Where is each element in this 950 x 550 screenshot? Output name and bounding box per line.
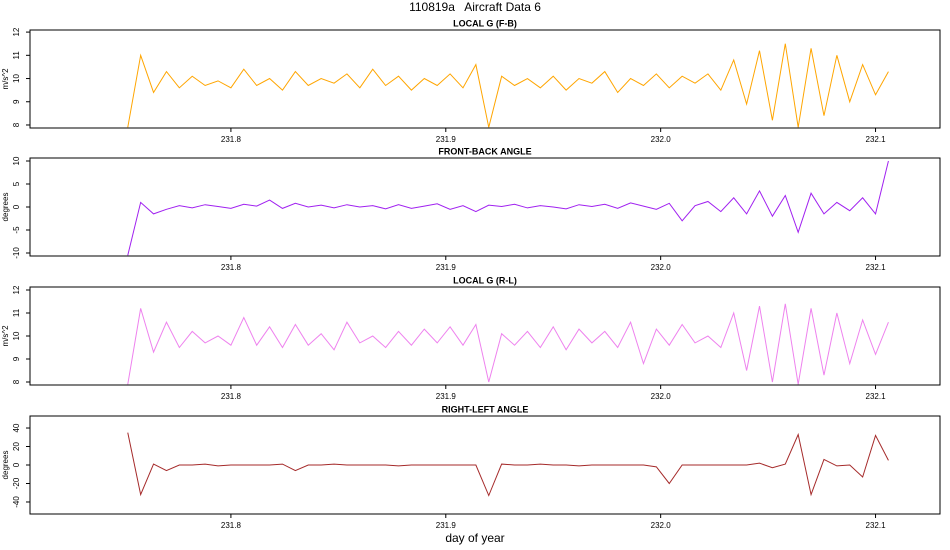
- x-tick-label: 231.8: [221, 392, 242, 401]
- x-tick-label: 231.9: [436, 135, 457, 144]
- data-line: [127, 432, 889, 497]
- y-tick-label: 8: [12, 122, 21, 127]
- x-tick-label: 232.1: [866, 392, 887, 401]
- plot-frame: [29, 157, 941, 257]
- x-tick-label: 232.0: [651, 263, 672, 272]
- y-axis-label: m/s^2: [1, 325, 10, 347]
- x-tick-label: 232.0: [651, 392, 672, 401]
- y-tick-label: 40: [12, 423, 21, 432]
- x-tick-label: 231.9: [436, 392, 457, 401]
- panel-title: FRONT-BACK ANGLE: [438, 146, 531, 156]
- x-tick-label: 232.1: [866, 521, 887, 530]
- y-tick-label: 12: [12, 27, 21, 36]
- y-tick-label: 9: [12, 356, 21, 361]
- x-tick-label: 231.9: [436, 263, 457, 272]
- panel-title: LOCAL G (R-L): [453, 275, 517, 285]
- y-axis-label: degrees: [1, 451, 10, 480]
- panel-title: RIGHT-LEFT ANGLE: [442, 404, 529, 414]
- x-tick-label: 231.8: [221, 135, 242, 144]
- x-tick-label: 231.8: [221, 521, 242, 530]
- y-tick-label: 11: [12, 308, 21, 317]
- panel-title: LOCAL G (F-B): [453, 18, 517, 28]
- y-tick-label: 5: [12, 181, 21, 186]
- x-tick-label: 232.1: [866, 263, 887, 272]
- y-tick-label: -20: [12, 477, 21, 489]
- y-tick-label: 20: [12, 442, 21, 451]
- page-title: 110819a Aircraft Data 6: [409, 0, 541, 14]
- x-tick-label: 232.1: [866, 135, 887, 144]
- data-line: [127, 160, 889, 256]
- x-tick-label: 232.0: [651, 521, 672, 530]
- y-tick-label: 10: [12, 331, 21, 340]
- x-tick-label: 231.8: [221, 263, 242, 272]
- y-tick-label: -5: [12, 226, 21, 234]
- y-tick-label: 0: [12, 204, 21, 209]
- y-tick-label: 8: [12, 379, 21, 384]
- y-tick-label: 10: [12, 156, 21, 165]
- x-axis-label: day of year: [445, 531, 504, 545]
- y-tick-label: -40: [12, 496, 21, 508]
- y-axis-label: degrees: [1, 193, 10, 222]
- data-line: [127, 43, 889, 128]
- plot-frame: [29, 415, 941, 515]
- y-tick-label: 9: [12, 99, 21, 104]
- y-tick-label: 10: [12, 74, 21, 83]
- y-tick-label: -10: [12, 247, 21, 259]
- data-line: [127, 303, 889, 385]
- y-axis-label: m/s^2: [1, 68, 10, 90]
- y-tick-label: 0: [12, 462, 21, 467]
- plot-frame: [29, 286, 941, 386]
- x-tick-label: 231.9: [436, 521, 457, 530]
- x-tick-label: 232.0: [651, 135, 672, 144]
- y-tick-label: 11: [12, 51, 21, 60]
- y-tick-label: 12: [12, 285, 21, 294]
- plot-frame: [29, 29, 941, 129]
